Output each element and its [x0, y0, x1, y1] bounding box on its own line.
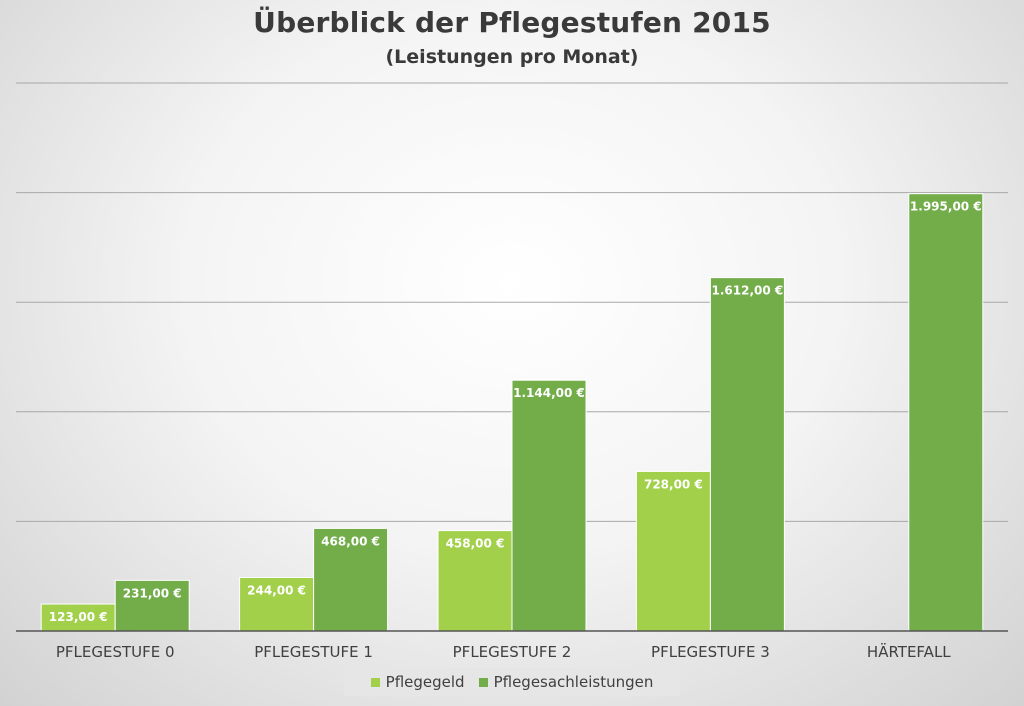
x-tick-labels: PFLEGESTUFE 0 PFLEGESTUFE 1 PFLEGESTUFE 2 P…: [56, 642, 951, 661]
x-tick-label-0: PFLEGESTUFE 0: [56, 643, 175, 661]
legend-label-pflegesachleistungen: Pflegesachleistungen: [493, 673, 654, 691]
bar-pflegesachleistungen-1: [313, 527, 389, 632]
legend: Pflegegeld Pflegesachleistungen: [344, 668, 680, 696]
bar-pflegesachleistungen-2: [511, 379, 587, 632]
legend-item-pflegegeld: Pflegegeld: [370, 673, 465, 691]
data-label-pflegesachleistungen-1: 468,00 €: [321, 534, 380, 548]
bars: [40, 193, 984, 632]
bar-pflegesachleistungen-4: [908, 193, 984, 632]
data-labels: 123,00 € 231,00 € 244,00 € 468,00 € 458,00 €…: [49, 200, 982, 624]
bar-pflegesachleistungen-0: [114, 579, 190, 632]
x-tick-label-4: HÄRTEFALL: [867, 642, 951, 661]
x-tick-label-3: PFLEGESTUFE 3: [651, 643, 770, 661]
x-tick-label-1: PFLEGESTUFE 1: [254, 643, 373, 661]
legend-swatch-pflegegeld: [370, 677, 380, 687]
chart-title: Überblick der Pflegestufen 2015: [253, 6, 771, 39]
bar-pflegegeld-3: [635, 470, 711, 632]
data-label-pflegesachleistungen-0: 231,00 €: [123, 586, 182, 600]
legend-item-pflegesachleistungen: Pflegesachleistungen: [478, 673, 654, 691]
data-label-pflegegeld-1: 244,00 €: [247, 584, 306, 598]
data-label-pflegesachleistungen-3: 1.612,00 €: [712, 284, 784, 298]
legend-label-pflegegeld: Pflegegeld: [385, 673, 465, 691]
data-label-pflegesachleistungen-2: 1.144,00 €: [513, 386, 585, 400]
chart-subtitle: (Leistungen pro Monat): [385, 46, 639, 68]
legend-swatch-pflegesachleistungen: [478, 677, 488, 687]
data-label-pflegegeld-3: 728,00 €: [644, 477, 703, 491]
data-label-pflegesachleistungen-4: 1.995,00 €: [910, 200, 982, 214]
x-tick-label-2: PFLEGESTUFE 2: [453, 643, 572, 661]
data-label-pflegegeld-2: 458,00 €: [446, 537, 505, 551]
bar-pflegesachleistungen-3: [709, 277, 785, 632]
data-label-pflegegeld-0: 123,00 €: [49, 610, 108, 624]
